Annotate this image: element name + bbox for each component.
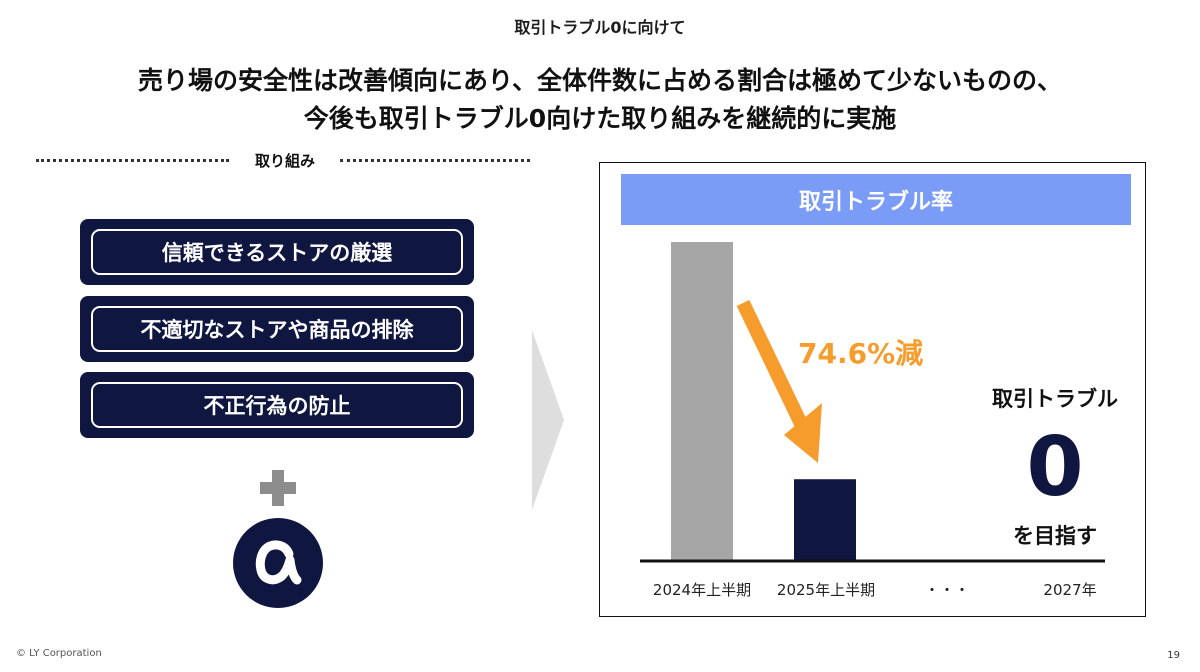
- goal-label-bottom: を目指す: [1013, 524, 1097, 548]
- initiative-card: 信頼できるストアの厳選: [80, 219, 474, 285]
- section-label: 取り組み: [254, 152, 315, 170]
- bar-1: [671, 242, 733, 560]
- dotted-divider-right: [340, 159, 530, 162]
- chart-title: 取引トラブル率: [621, 174, 1131, 225]
- bar-chart: [640, 242, 1105, 563]
- copyright: © LY Corporation: [16, 648, 102, 659]
- alpha-icon: [233, 518, 323, 608]
- headline-line-1: 売り場の安全性は改善傾向にあり、全体件数に占める割合は極めて少ないものの、: [137, 66, 1062, 95]
- dotted-divider-left: [36, 159, 229, 162]
- x-tick-label: ・・・: [924, 581, 970, 599]
- initiative-label: 信頼できるストアの厳選: [91, 229, 463, 275]
- goal-value: 0: [1026, 420, 1084, 515]
- initiative-card: 不適切なストアや商品の排除: [80, 296, 474, 362]
- reduction-arrow-icon: [736, 299, 822, 463]
- initiative-label: 不適切なストアや商品の排除: [91, 306, 463, 352]
- plus-icon: [260, 470, 296, 506]
- slide-headline: 売り場の安全性は改善傾向にあり、全体件数に占める割合は極めて少ないものの、 今後…: [0, 62, 1200, 138]
- initiative-card: 不正行為の防止: [80, 372, 474, 438]
- reduction-annotation: 74.6%減: [798, 337, 924, 370]
- x-tick-label: 2027年: [1043, 581, 1097, 599]
- bar-2: [794, 479, 856, 560]
- page-number: 19: [1167, 650, 1180, 661]
- slide-subtitle: 取引トラブル0に向けて: [514, 18, 686, 37]
- x-tick-label: 2025年上半期: [776, 581, 876, 599]
- headline-line-2: 今後も取引トラブル0向けた取り組みを継続的に実施: [303, 104, 897, 133]
- initiative-label: 不正行為の防止: [91, 382, 463, 428]
- chevron-right-icon: [532, 330, 564, 510]
- goal-label-top: 取引トラブル: [992, 387, 1118, 411]
- x-tick-label: 2024年上半期: [652, 581, 752, 599]
